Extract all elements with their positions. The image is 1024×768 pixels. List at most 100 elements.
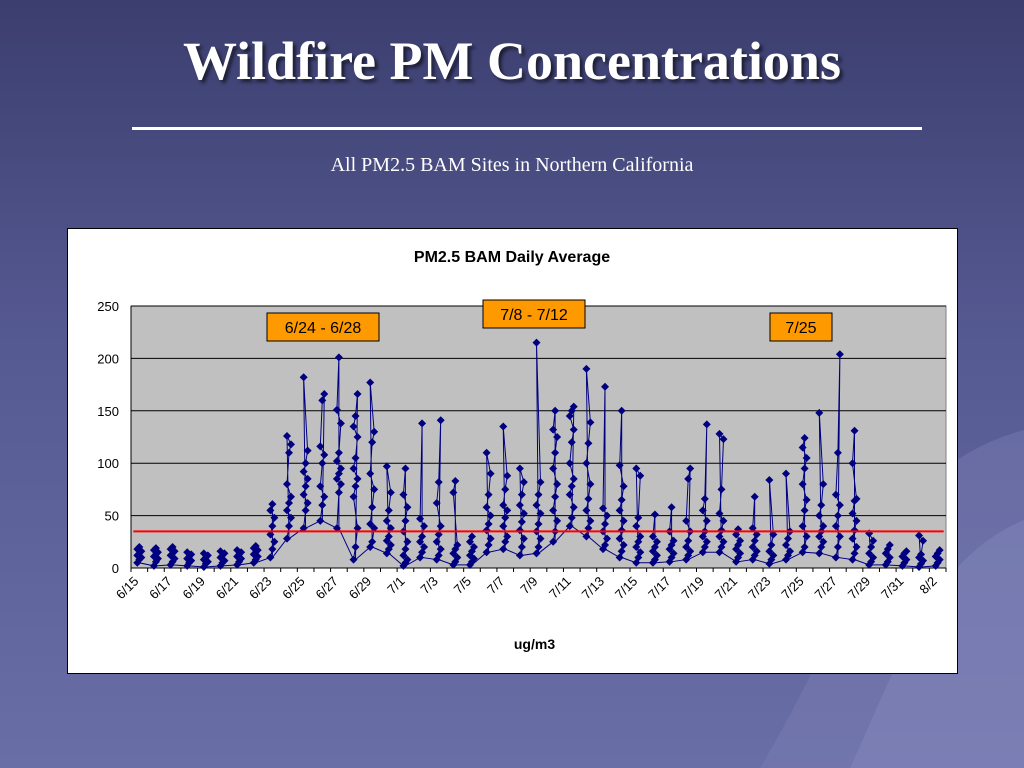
data-point bbox=[351, 543, 360, 552]
data-point bbox=[453, 553, 462, 562]
data-point bbox=[684, 474, 693, 483]
annotation-box bbox=[482, 299, 586, 329]
data-point bbox=[819, 522, 828, 531]
data-point bbox=[353, 474, 362, 483]
data-point bbox=[582, 506, 591, 515]
data-point bbox=[632, 522, 641, 531]
data-point bbox=[601, 519, 610, 528]
data-point bbox=[567, 513, 576, 522]
y-tick-label: 50 bbox=[105, 509, 119, 524]
x-axis-label: ug/m3 bbox=[514, 636, 555, 652]
data-point bbox=[283, 431, 292, 440]
data-point bbox=[299, 373, 308, 382]
data-point bbox=[586, 418, 595, 427]
data-point bbox=[386, 540, 395, 549]
data-point bbox=[867, 543, 876, 552]
data-point bbox=[135, 555, 144, 564]
data-point bbox=[715, 509, 724, 518]
data-point bbox=[253, 546, 262, 555]
x-tick-label: 7/1 bbox=[384, 574, 407, 597]
data-point bbox=[852, 494, 861, 503]
data-point bbox=[869, 536, 878, 545]
x-tick-label: 6/25 bbox=[279, 574, 308, 603]
data-point bbox=[850, 426, 859, 435]
data-point bbox=[403, 537, 412, 546]
data-point bbox=[201, 559, 210, 568]
data-point bbox=[881, 560, 890, 569]
data-point bbox=[852, 516, 861, 525]
data-point bbox=[285, 499, 294, 508]
data-point bbox=[499, 522, 508, 531]
data-point bbox=[432, 537, 441, 546]
data-point bbox=[416, 514, 425, 523]
data-point bbox=[619, 482, 628, 491]
data-point bbox=[366, 519, 375, 528]
data-point bbox=[432, 555, 441, 564]
x-tick-label: 7/7 bbox=[484, 574, 507, 597]
data-point bbox=[353, 524, 362, 533]
data-point bbox=[519, 534, 528, 543]
data-point bbox=[815, 549, 824, 558]
data-point bbox=[569, 503, 578, 512]
data-point bbox=[166, 560, 175, 569]
data-point bbox=[349, 555, 358, 564]
y-tick-label: 100 bbox=[97, 456, 119, 471]
data-point bbox=[686, 464, 695, 473]
data-point bbox=[702, 516, 711, 525]
data-point bbox=[432, 499, 441, 508]
data-point bbox=[833, 543, 842, 552]
data-point bbox=[615, 534, 624, 543]
data-point bbox=[299, 524, 308, 533]
data-point bbox=[370, 524, 379, 533]
data-point bbox=[586, 516, 595, 525]
annotation-label: 7/8 - 7/12 bbox=[500, 307, 568, 324]
data-point bbox=[850, 549, 859, 558]
data-point bbox=[551, 406, 560, 415]
data-point bbox=[301, 482, 310, 491]
data-point bbox=[781, 540, 790, 549]
x-tick-label: 6/27 bbox=[313, 574, 342, 603]
data-point bbox=[885, 540, 894, 549]
data-point bbox=[486, 534, 495, 543]
data-point bbox=[865, 560, 874, 569]
data-point bbox=[565, 522, 574, 531]
x-tick-label: 7/5 bbox=[451, 574, 474, 597]
data-point bbox=[702, 537, 711, 546]
data-point bbox=[266, 530, 275, 539]
data-point bbox=[719, 435, 728, 444]
data-point bbox=[902, 555, 911, 564]
data-point bbox=[549, 464, 558, 473]
data-point bbox=[783, 534, 792, 543]
data-point bbox=[567, 438, 576, 447]
data-point bbox=[617, 547, 626, 556]
data-point bbox=[615, 461, 624, 470]
data-point bbox=[332, 524, 341, 533]
data-point bbox=[917, 550, 926, 559]
data-point bbox=[469, 543, 478, 552]
data-point bbox=[303, 499, 312, 508]
x-tick-label: 6/17 bbox=[146, 574, 175, 603]
x-tick-label: 7/25 bbox=[778, 574, 807, 603]
data-point bbox=[420, 522, 429, 531]
data-point bbox=[532, 338, 541, 347]
y-tick-label: 150 bbox=[97, 404, 119, 419]
data-point bbox=[819, 480, 828, 489]
data-point bbox=[785, 547, 794, 556]
data-point bbox=[669, 549, 678, 558]
data-point bbox=[353, 390, 362, 399]
data-point bbox=[465, 560, 474, 569]
data-point bbox=[935, 546, 944, 555]
data-point bbox=[601, 382, 610, 391]
data-point bbox=[434, 530, 443, 539]
data-point bbox=[567, 406, 576, 415]
data-point bbox=[449, 488, 458, 497]
data-point bbox=[216, 547, 225, 556]
y-tick-label: 250 bbox=[97, 299, 119, 314]
data-point bbox=[865, 549, 874, 558]
data-point bbox=[187, 550, 196, 559]
data-point bbox=[303, 446, 312, 455]
data-point bbox=[366, 378, 375, 387]
data-point bbox=[183, 554, 192, 563]
data-point bbox=[750, 492, 759, 501]
data-point bbox=[153, 554, 162, 563]
